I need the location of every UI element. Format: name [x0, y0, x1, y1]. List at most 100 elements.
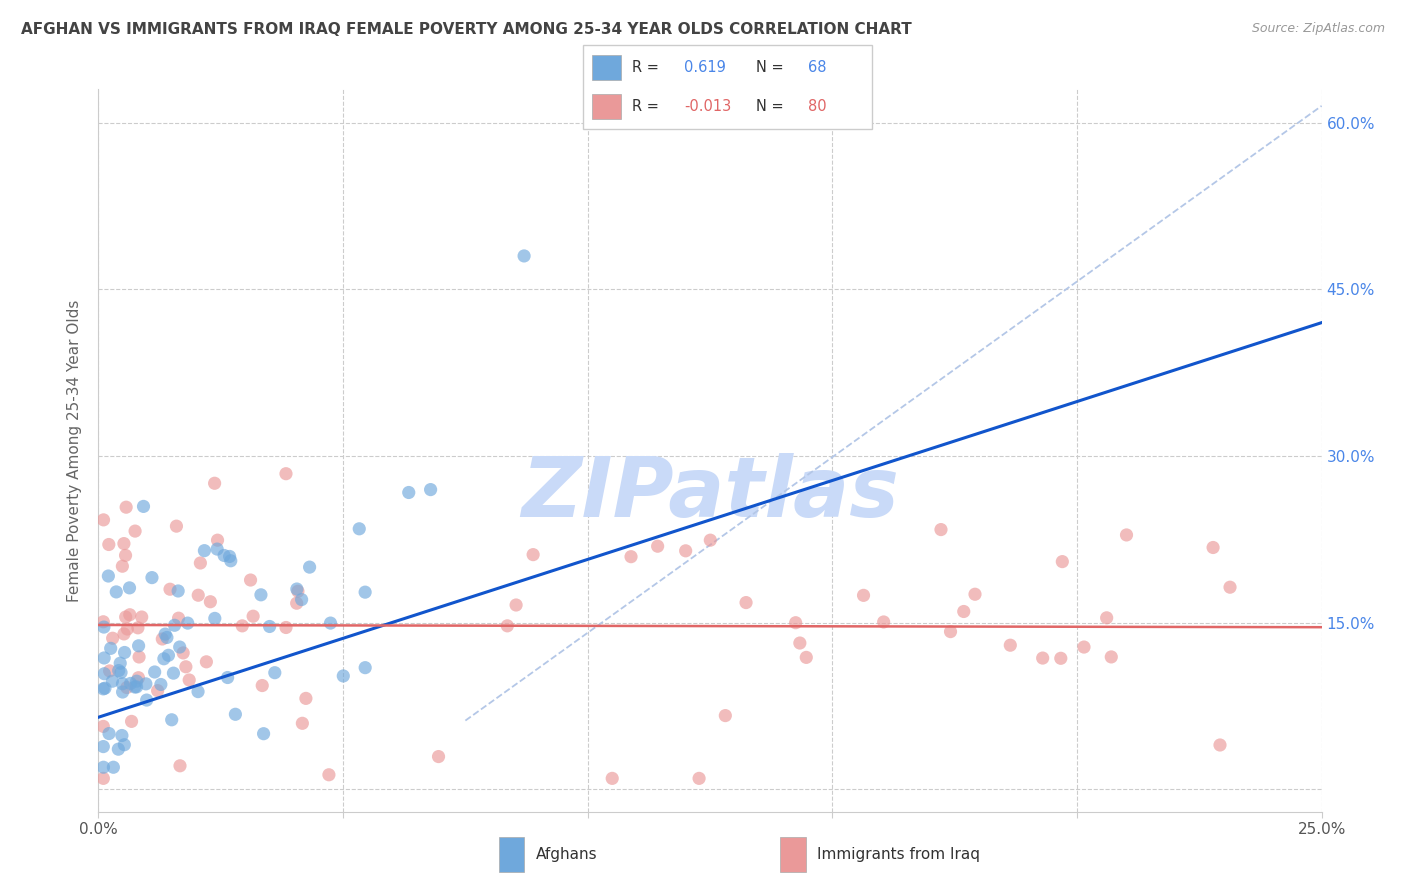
Point: [285, 596, 308, 610]
Point: [143, 665, 166, 679]
Point: [159, 582, 181, 597]
Point: [794, 650, 817, 665]
Point: [98, 726, 121, 740]
Point: [1049, 651, 1071, 665]
Point: [1073, 640, 1095, 654]
Point: [97, 569, 120, 583]
Point: [167, 611, 190, 625]
Point: [167, 584, 190, 599]
Point: [259, 619, 281, 633]
Point: [153, 652, 176, 666]
Point: [714, 708, 737, 723]
Point: [118, 581, 141, 595]
Point: [207, 533, 229, 548]
Point: [505, 598, 527, 612]
Point: [354, 585, 377, 599]
Point: [963, 587, 986, 601]
Point: [112, 536, 135, 550]
Point: [231, 619, 253, 633]
Text: Source: ZipAtlas.com: Source: ZipAtlas.com: [1251, 22, 1385, 36]
Point: [118, 607, 141, 622]
Point: [150, 632, 173, 646]
Y-axis label: Female Poverty Among 25-34 Year Olds: Female Poverty Among 25-34 Year Olds: [67, 300, 83, 601]
Point: [291, 716, 314, 731]
Point: [699, 533, 721, 548]
Point: [114, 645, 136, 659]
Point: [1095, 611, 1118, 625]
Point: [1115, 528, 1137, 542]
Point: [190, 556, 212, 570]
Point: [112, 738, 135, 752]
Text: N =: N =: [756, 60, 785, 75]
Point: [93, 760, 115, 774]
Point: [688, 772, 710, 786]
Point: [620, 549, 643, 564]
Point: [115, 681, 138, 695]
Point: [219, 554, 242, 568]
Point: [107, 664, 129, 678]
Point: [93, 513, 115, 527]
Point: [298, 560, 321, 574]
Point: [274, 620, 297, 634]
Point: [287, 584, 309, 599]
Point: [252, 679, 274, 693]
Point: [125, 674, 148, 689]
Point: [128, 650, 150, 665]
Point: [427, 749, 450, 764]
Point: [163, 618, 186, 632]
Point: [354, 660, 377, 674]
Point: [101, 632, 124, 646]
Point: [127, 621, 149, 635]
Point: [110, 657, 132, 671]
Point: [318, 768, 340, 782]
Point: [146, 683, 169, 698]
Point: [91, 681, 114, 696]
Point: [319, 616, 342, 631]
Point: [252, 727, 274, 741]
Point: [169, 640, 191, 654]
Point: [97, 537, 120, 551]
Point: [131, 610, 153, 624]
Point: [156, 631, 179, 645]
Point: [242, 609, 264, 624]
Point: [174, 660, 197, 674]
Point: [1202, 541, 1225, 555]
Point: [93, 772, 115, 786]
Point: [125, 680, 148, 694]
Point: [162, 666, 184, 681]
Point: [179, 673, 201, 687]
Point: [1219, 580, 1241, 594]
Point: [111, 677, 134, 691]
Point: [93, 651, 115, 665]
Point: [111, 729, 134, 743]
Point: [218, 549, 240, 564]
Point: [274, 467, 297, 481]
Point: [165, 519, 187, 533]
Point: [153, 627, 176, 641]
Point: [91, 615, 114, 629]
Point: [200, 595, 222, 609]
Point: [111, 685, 134, 699]
Text: R =: R =: [633, 60, 659, 75]
Text: 68: 68: [808, 60, 827, 75]
Point: [94, 681, 117, 696]
Point: [789, 636, 811, 650]
Point: [952, 605, 974, 619]
Point: [93, 620, 115, 634]
Bar: [592, 94, 621, 120]
Point: [105, 585, 128, 599]
Point: [1052, 555, 1074, 569]
Bar: [592, 54, 621, 80]
Point: [1032, 651, 1054, 665]
Text: ZIPatlas: ZIPatlas: [522, 453, 898, 534]
Point: [872, 615, 894, 629]
Point: [496, 619, 519, 633]
Point: [263, 665, 285, 680]
Point: [111, 559, 134, 574]
Point: [295, 691, 318, 706]
Point: [522, 548, 544, 562]
Point: [239, 573, 262, 587]
Point: [285, 582, 308, 596]
Point: [1099, 649, 1122, 664]
Point: [212, 549, 235, 563]
